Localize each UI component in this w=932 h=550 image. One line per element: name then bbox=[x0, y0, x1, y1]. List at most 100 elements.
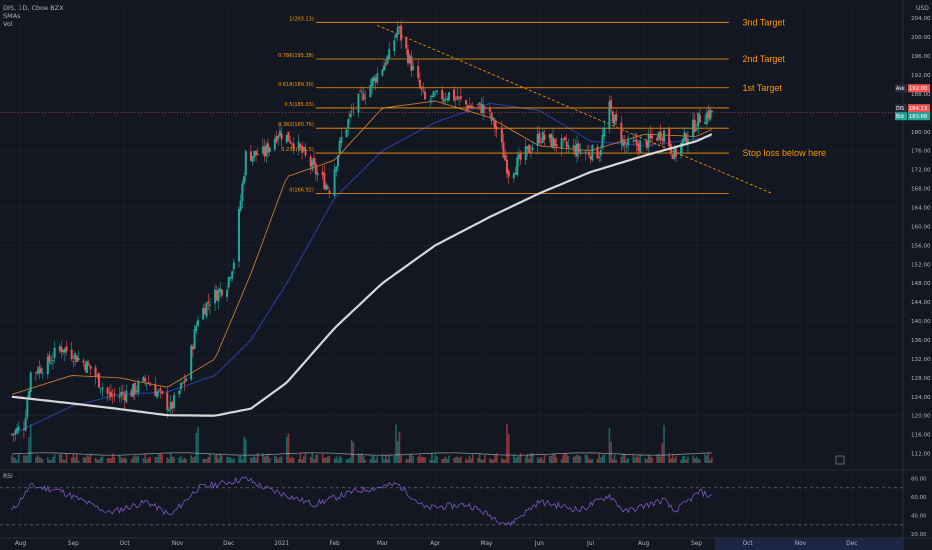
candle-body bbox=[10, 434, 13, 436]
candle-body bbox=[634, 140, 637, 142]
volume-bar bbox=[472, 454, 474, 463]
sma-legend[interactable]: SMAs bbox=[3, 12, 21, 20]
candle-body bbox=[500, 127, 503, 143]
candle-body bbox=[181, 382, 184, 384]
candle-body bbox=[215, 290, 218, 301]
candle-body bbox=[603, 128, 606, 137]
volume-bar bbox=[195, 432, 198, 463]
volume-legend[interactable]: Vol bbox=[3, 20, 13, 28]
volume-bar bbox=[685, 459, 688, 463]
candle-body bbox=[144, 378, 147, 382]
candle-body bbox=[480, 103, 483, 114]
sma-50-line bbox=[11, 102, 712, 436]
candle-body bbox=[347, 119, 350, 129]
candle-body bbox=[178, 390, 181, 395]
volume-bar bbox=[434, 454, 437, 463]
volume-bar bbox=[456, 456, 459, 463]
x-tick-label: Oct bbox=[120, 541, 131, 547]
price-badge-bg bbox=[908, 84, 930, 93]
volume-bar bbox=[178, 457, 181, 463]
candle-body bbox=[16, 428, 19, 433]
volume-bar bbox=[591, 458, 594, 463]
volume-bar bbox=[572, 456, 575, 463]
candle-body bbox=[106, 387, 109, 394]
volume-bar bbox=[291, 456, 293, 463]
candle-body bbox=[435, 90, 438, 93]
candle-body bbox=[118, 395, 121, 398]
volume-bar bbox=[245, 439, 247, 463]
candle-body bbox=[420, 86, 423, 90]
candle-body bbox=[132, 383, 135, 397]
volume-bar bbox=[623, 454, 626, 463]
volume-bar bbox=[454, 456, 457, 463]
candle-body bbox=[673, 148, 676, 159]
volume-bar bbox=[519, 453, 522, 463]
candle-body bbox=[12, 434, 15, 435]
candle-body bbox=[383, 65, 386, 71]
volume-bar bbox=[364, 459, 367, 463]
candle-body bbox=[154, 384, 157, 396]
candle-body bbox=[458, 97, 461, 99]
volume-bar bbox=[480, 459, 483, 463]
candle-body bbox=[623, 141, 626, 145]
volume-bar bbox=[610, 441, 612, 463]
trendline-dashed bbox=[377, 24, 772, 194]
volume-bar bbox=[681, 456, 684, 463]
volume-bar bbox=[279, 456, 281, 463]
volume-bar bbox=[229, 457, 232, 463]
volume-bar bbox=[29, 423, 32, 463]
candle-body bbox=[316, 172, 319, 176]
candle-body bbox=[219, 288, 222, 292]
x-tick-label: Dec bbox=[223, 541, 234, 547]
candle-body bbox=[265, 144, 268, 157]
volume-bar bbox=[622, 454, 624, 463]
volume-bar bbox=[289, 458, 291, 463]
candle-body bbox=[490, 113, 493, 121]
candle-body bbox=[359, 91, 362, 92]
volume-bar bbox=[28, 437, 30, 463]
volume-bar bbox=[441, 458, 443, 463]
volume-bar bbox=[417, 456, 420, 463]
volume-bar bbox=[181, 459, 184, 463]
volume-bar bbox=[424, 457, 426, 463]
volume-bar bbox=[540, 457, 542, 463]
volume-bar bbox=[400, 455, 402, 463]
volume-bar bbox=[36, 455, 39, 463]
candle-body bbox=[239, 200, 242, 211]
candle-body bbox=[504, 155, 507, 161]
volume-bar bbox=[275, 456, 278, 463]
volume-bar bbox=[94, 457, 97, 463]
volume-bar bbox=[693, 458, 696, 463]
candle-body bbox=[227, 276, 230, 288]
x-tick-label: Oct bbox=[743, 541, 754, 547]
candle-body bbox=[277, 135, 280, 140]
volume-bar bbox=[548, 455, 551, 463]
y-tick-label: 148.00 bbox=[911, 281, 931, 287]
volume-bar bbox=[65, 453, 68, 463]
volume-bar bbox=[528, 458, 530, 463]
volume-bar bbox=[321, 453, 324, 463]
candle-body bbox=[538, 132, 541, 143]
candle-body bbox=[145, 382, 148, 385]
volume-bar bbox=[543, 455, 546, 463]
candle-body bbox=[611, 111, 614, 123]
timezone-icon[interactable] bbox=[835, 455, 845, 465]
candle-body bbox=[338, 140, 341, 154]
volume-bar bbox=[374, 459, 377, 463]
candle-body bbox=[707, 110, 710, 119]
volume-bar bbox=[108, 458, 111, 463]
candle-body bbox=[266, 143, 269, 153]
volume-bar bbox=[692, 455, 694, 463]
volume-bar bbox=[287, 433, 290, 463]
candle-body bbox=[601, 134, 604, 149]
y-tick-label: 204.00 bbox=[911, 16, 931, 22]
symbol-legend[interactable]: DIS, 1D, Cboe BZX bbox=[3, 4, 64, 12]
candle-body bbox=[710, 110, 713, 113]
volume-bar bbox=[77, 459, 80, 463]
price-badge-bg bbox=[908, 112, 930, 121]
candle-body bbox=[647, 134, 650, 148]
sma-20-line bbox=[11, 100, 712, 395]
volume-bar bbox=[214, 455, 216, 463]
